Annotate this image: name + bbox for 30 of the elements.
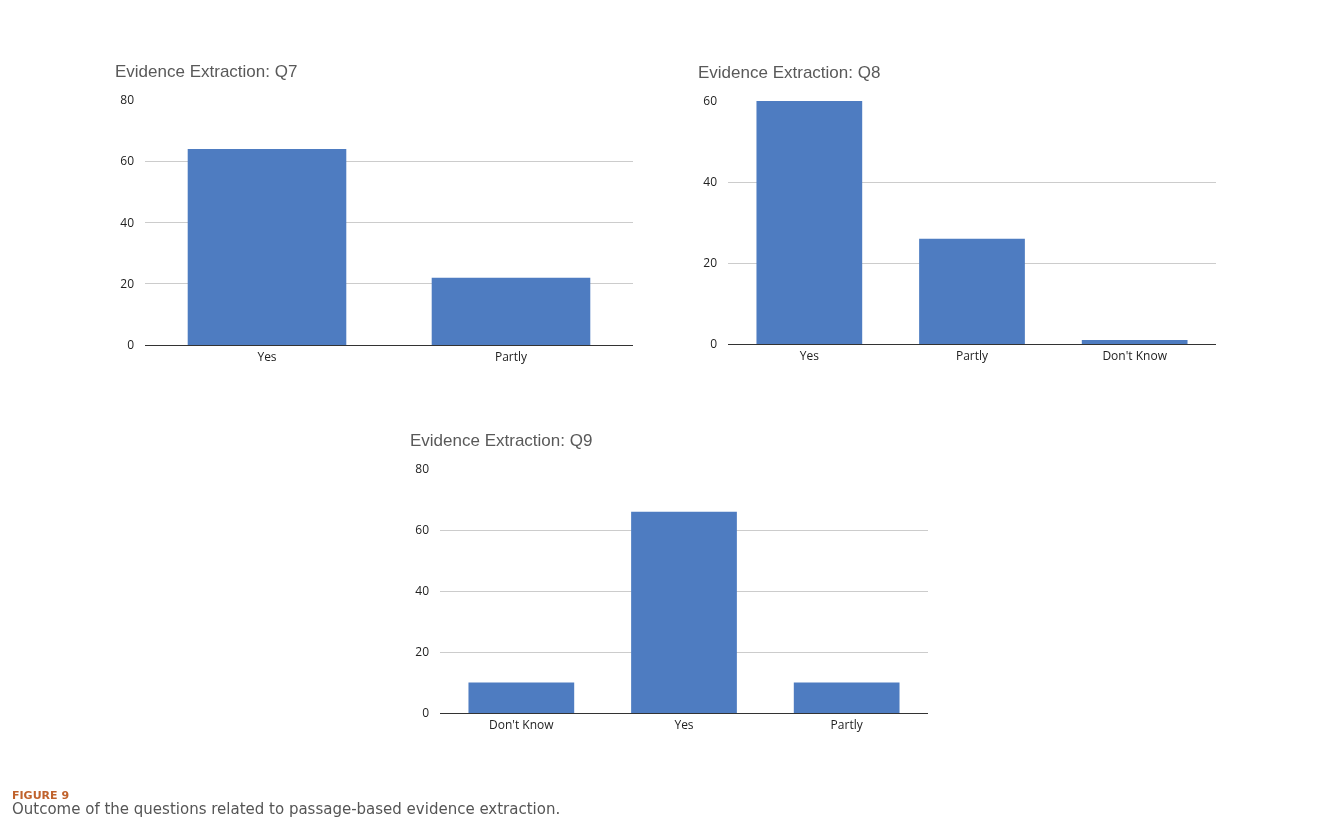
chart-title: Evidence Extraction: Q9: [410, 430, 593, 450]
y-tick-label: 0: [710, 335, 718, 353]
y-tick-label: 20: [703, 254, 718, 272]
y-tick-label: 60: [703, 92, 718, 110]
bar: [756, 101, 863, 344]
y-tick-label: 60: [415, 521, 430, 539]
x-tick-label: Don't Know: [1102, 346, 1168, 364]
x-tick-label: Don't Know: [489, 715, 555, 733]
y-tick-label: 0: [127, 336, 135, 354]
x-tick-label: Partly: [494, 347, 529, 365]
y-tick-label: 40: [415, 582, 430, 600]
chart-title: Evidence Extraction: Q8: [698, 62, 881, 82]
y-tick-label: 80: [415, 460, 430, 478]
x-tick-label: Yes: [799, 346, 820, 364]
x-tick-label: Partly: [955, 346, 990, 364]
bar: [919, 238, 1025, 344]
y-tick-label: 60: [120, 152, 135, 170]
text: Outcome of the questions related to passage-based evidence extraction.: [12, 800, 561, 818]
chart-title: Evidence Extraction: Q7: [115, 61, 298, 81]
y-tick-label: 80: [120, 91, 135, 109]
y-tick-label: 20: [120, 274, 135, 292]
y-tick-label: 0: [422, 704, 430, 722]
x-tick-label: Yes: [257, 347, 277, 365]
y-tick-label: 40: [120, 213, 135, 231]
x-tick-label: Yes: [674, 715, 694, 733]
x-tick-label: Partly: [830, 715, 864, 733]
caption: FIGURE 9: [12, 789, 70, 802]
y-tick-label: 40: [703, 173, 718, 191]
bar: [1081, 339, 1188, 344]
y-tick-label: 20: [415, 643, 430, 661]
